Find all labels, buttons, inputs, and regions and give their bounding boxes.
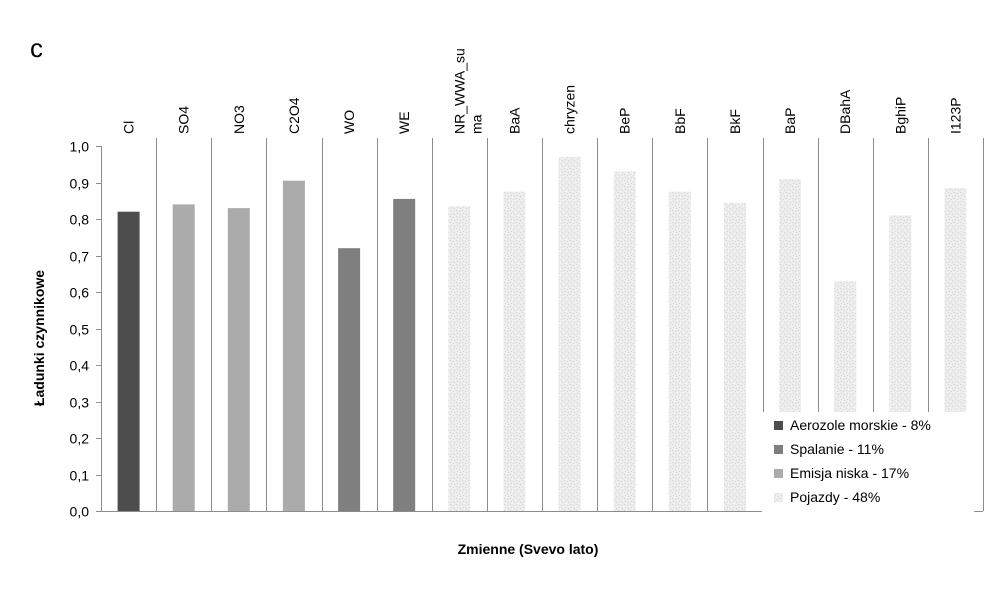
y-tick-label: 0,1 bbox=[70, 468, 90, 484]
category-label: C2O4 bbox=[286, 97, 302, 134]
bar-bep bbox=[613, 171, 636, 511]
category-label: BaA bbox=[506, 107, 522, 134]
y-tick-label: 1,0 bbox=[70, 139, 90, 155]
legend-swatch bbox=[774, 469, 783, 478]
category-label: BbF bbox=[672, 108, 688, 134]
legend-label: Aerozole morskie - 8% bbox=[790, 417, 931, 433]
legend-label: Pojazdy - 48% bbox=[790, 489, 880, 505]
y-tick-label: 0,0 bbox=[70, 504, 90, 520]
category-label: I123P bbox=[947, 97, 963, 134]
bar-nr-wwa-suma bbox=[448, 206, 471, 511]
y-tick-label: 0,6 bbox=[70, 285, 90, 301]
category-label: NR_WWA_su bbox=[451, 48, 467, 134]
legend-label: Spalanie - 11% bbox=[790, 441, 884, 457]
y-tick-label: 0,3 bbox=[70, 395, 90, 411]
category-labels: Cl SO4 NO3 C2O4 WO WE NR_WWA_su ma BaA chryzen BeP… bbox=[121, 48, 964, 134]
bar-chryzen bbox=[558, 156, 581, 511]
bar-no3 bbox=[227, 208, 250, 511]
x-axis-title: Zmienne (Svevo lato) bbox=[458, 541, 599, 557]
bar-so4 bbox=[172, 204, 195, 511]
bar-wo bbox=[338, 248, 361, 511]
category-label: BkF bbox=[727, 109, 743, 134]
legend-swatch bbox=[774, 421, 783, 430]
bar-c2o4 bbox=[282, 180, 305, 511]
category-label: DBahA bbox=[837, 89, 853, 134]
category-label: NO3 bbox=[231, 105, 247, 134]
y-tick-labels: 0,0 0,1 0,2 0,3 0,4 0,5 0,6 0,7 0,8 0,9 1,0 bbox=[70, 139, 101, 520]
y-axis-title: Ładunki czynnikowe bbox=[31, 270, 47, 406]
bar-baa bbox=[503, 191, 526, 511]
y-tick-label: 0,7 bbox=[70, 249, 90, 265]
y-tick-label: 0,5 bbox=[70, 322, 90, 338]
bar-we bbox=[393, 198, 416, 511]
category-label: Cl bbox=[121, 121, 137, 134]
legend-label: Emisja niska - 17% bbox=[790, 465, 909, 481]
bar-cl bbox=[117, 211, 140, 511]
y-tick-label: 0,2 bbox=[70, 431, 90, 447]
y-tick-label: 0,8 bbox=[70, 212, 90, 228]
panel-letter: c bbox=[30, 33, 43, 63]
category-label: BeP bbox=[617, 108, 633, 134]
bar-bkf bbox=[723, 202, 746, 511]
legend: Aerozole morskie - 8% Spalanie - 11% Emisj… bbox=[762, 412, 974, 514]
y-tick-label: 0,9 bbox=[70, 176, 90, 192]
category-label: WO bbox=[341, 110, 357, 134]
category-label: WE bbox=[396, 111, 412, 134]
legend-swatch bbox=[774, 493, 783, 502]
legend-swatch bbox=[774, 445, 783, 454]
category-label: ma bbox=[468, 114, 484, 134]
bar-bbf bbox=[668, 191, 691, 511]
y-tick-label: 0,4 bbox=[70, 358, 90, 374]
category-label: SO4 bbox=[176, 106, 192, 134]
category-label: chryzen bbox=[562, 85, 578, 134]
category-label: BghiP bbox=[892, 97, 908, 134]
legend-background bbox=[762, 412, 974, 514]
category-label: BaP bbox=[782, 108, 798, 134]
